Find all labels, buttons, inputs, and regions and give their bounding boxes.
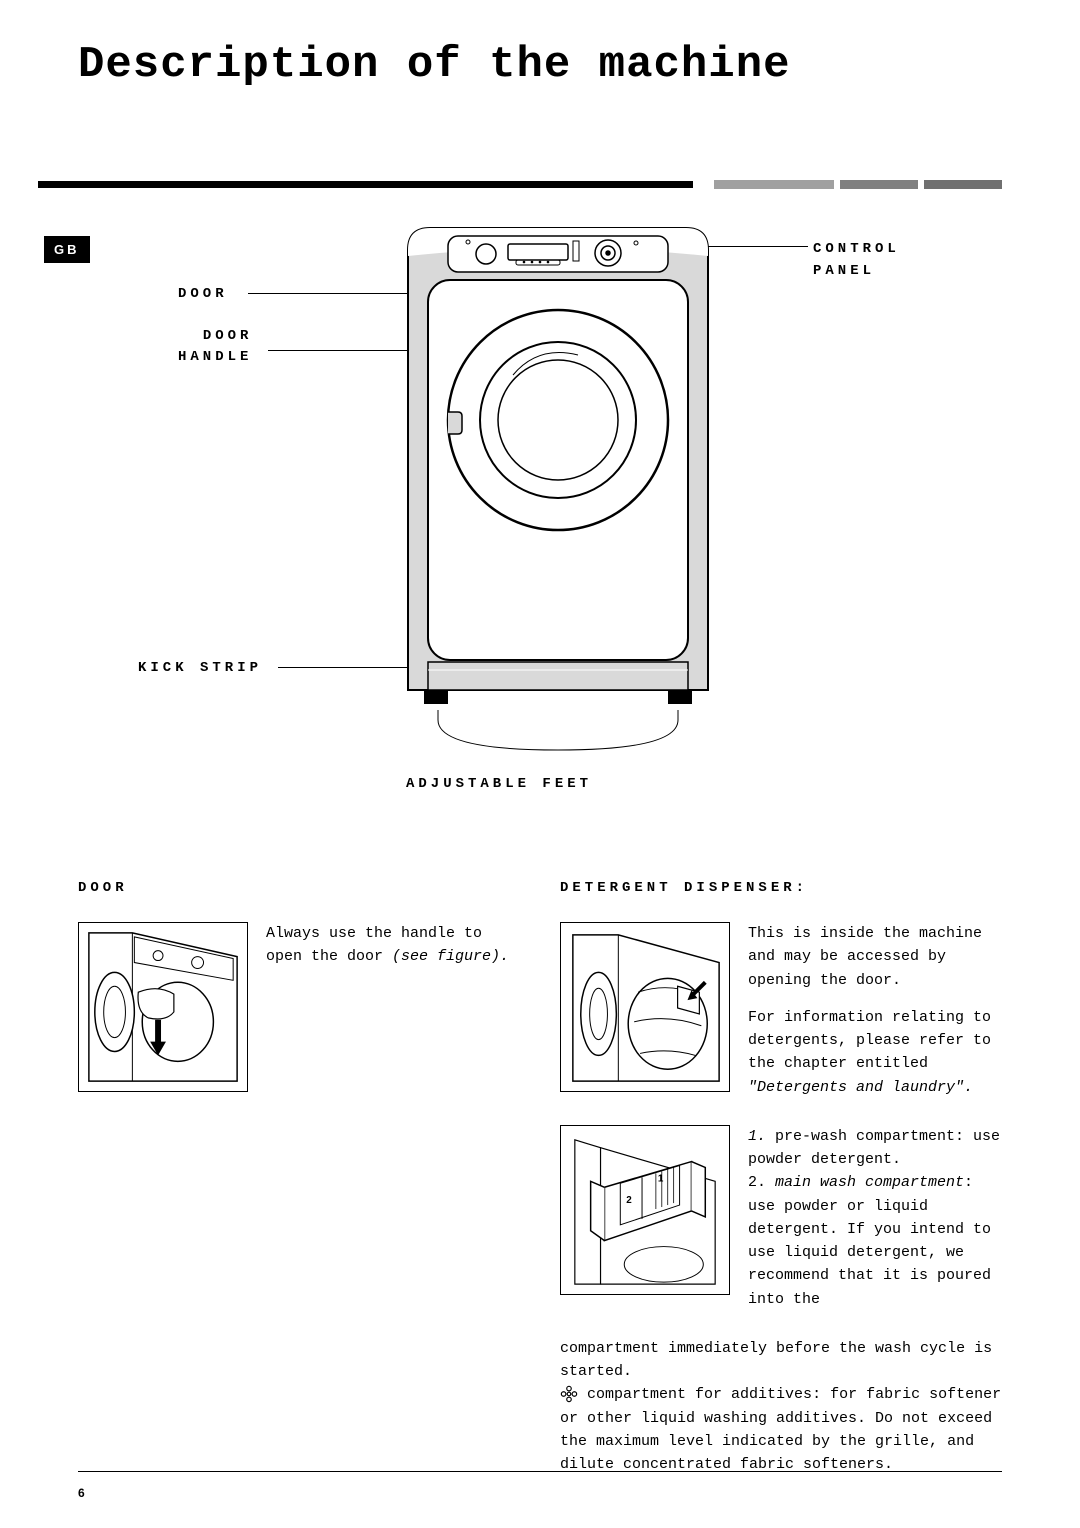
door-open-thumb-icon	[78, 922, 248, 1092]
divider-bar	[78, 180, 1002, 190]
gb-badge: GB	[44, 236, 90, 263]
drawer-thumb-icon: 1 2	[560, 1125, 730, 1295]
dispenser-p2-ital: "Detergents and laundry".	[748, 1079, 973, 1096]
page-title: Description of the machine	[78, 40, 1002, 90]
label-control-panel-line2: PANEL	[813, 263, 875, 279]
page-number: 6	[78, 1486, 85, 1500]
divider-segment-2	[840, 180, 918, 189]
label-kick-strip: KICK STRIP	[138, 660, 262, 676]
item2-num: 2.	[748, 1174, 775, 1191]
detergent-heading: DETERGENT DISPENSER:	[560, 880, 1002, 896]
item1-text: pre-wash compartment: use powder deterge…	[748, 1128, 1000, 1168]
label-control-panel: CONTROL PANEL	[813, 238, 900, 283]
right-column: DETERGENT DISPENSER: This is inside the	[560, 880, 1002, 1476]
dispenser-block-2: 1 2 1. pre-wash compartment: use powder …	[560, 1125, 1002, 1311]
left-column: DOOR Always	[78, 880, 520, 1476]
flower-icon	[560, 1385, 578, 1403]
label-control-panel-line1: CONTROL	[813, 241, 900, 257]
divider-segment-3	[924, 180, 1002, 189]
item2-ital: main wash compartment	[775, 1174, 964, 1191]
dispenser-p2a: For information relating to detergents, …	[748, 1009, 991, 1073]
dispenser-continuation: compartment immediately before the wash …	[560, 1337, 1002, 1477]
drawer-label-1: 1	[658, 1173, 664, 1184]
drawer-label-2: 2	[626, 1195, 632, 1206]
dispenser-p2: For information relating to detergents, …	[748, 1006, 1002, 1099]
door-copy: Always use the handle to open the door (…	[266, 922, 520, 1092]
dispenser-cont: compartment immediately before the wash …	[560, 1340, 992, 1380]
door-text-ital: (see figure).	[392, 948, 509, 965]
label-door-handle-line1: DOOR	[203, 328, 253, 344]
washing-machine-icon	[378, 220, 738, 780]
main-diagram: GB DOOR DOOR HANDLE KICK STRIP ADJUSTABL…	[78, 220, 1002, 840]
divider-segment-long	[38, 181, 693, 188]
additives-ital: compartment for additives	[587, 1386, 812, 1403]
door-heading: DOOR	[78, 880, 520, 896]
door-block: Always use the handle to open the door (…	[78, 922, 520, 1092]
dispenser-copy-1: This is inside the machine and may be ac…	[748, 922, 1002, 1099]
label-door-handle: DOOR HANDLE	[178, 326, 252, 368]
dispenser-copy-2: 1. pre-wash compartment: use powder dete…	[748, 1125, 1002, 1311]
dispenser-access-thumb-icon	[560, 922, 730, 1092]
label-door-handle-line2: HANDLE	[178, 349, 252, 365]
content-columns: DOOR Always	[78, 880, 1002, 1476]
dispenser-p1: This is inside the machine and may be ac…	[748, 922, 1002, 992]
footer-rule	[78, 1471, 1002, 1472]
dispenser-block-1: This is inside the machine and may be ac…	[560, 922, 1002, 1099]
label-door: DOOR	[178, 286, 228, 302]
item1-num: 1.	[748, 1128, 766, 1145]
item2-text: : use powder or liquid detergent. If you…	[748, 1174, 991, 1307]
divider-segment-1	[714, 180, 834, 189]
